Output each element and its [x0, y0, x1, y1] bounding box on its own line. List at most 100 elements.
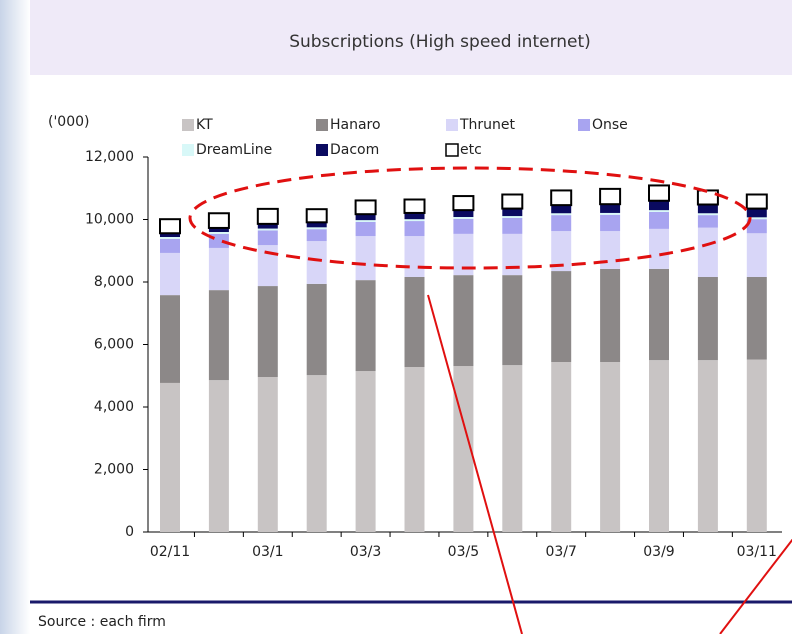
title-band: [30, 0, 792, 75]
legend-label: Onse: [592, 117, 628, 133]
bar-segment: [453, 218, 474, 234]
chart-title: Subscriptions (High speed internet): [289, 32, 591, 52]
legend-swatch: [578, 119, 590, 131]
bar-segment: [697, 277, 718, 361]
bar-segment: [600, 231, 621, 269]
bar-segment: [404, 221, 425, 237]
legend-swatch: [316, 119, 328, 131]
bar-segment: [256, 207, 279, 225]
bar-segment: [355, 214, 376, 221]
y-tick-label: 12,000: [85, 149, 134, 165]
bar-segment: [453, 217, 474, 219]
bar-segment: [502, 365, 523, 532]
x-tick-label: 03/3: [350, 544, 381, 560]
x-tick-label: 03/7: [545, 544, 576, 560]
bar-segment: [404, 219, 425, 222]
bar-segment: [452, 195, 475, 212]
bar-segment: [746, 219, 767, 234]
bar-segment: [697, 227, 718, 277]
bar-segment: [599, 187, 622, 206]
bar-segment: [257, 377, 278, 532]
bar-segment: [649, 360, 669, 532]
bar-segment: [600, 268, 621, 362]
x-tick-label: 03/5: [448, 544, 479, 560]
bar-segment: [649, 212, 669, 229]
bar-segment: [502, 233, 523, 276]
highlight-ellipse: [188, 166, 752, 270]
bar-segment: [306, 241, 327, 284]
bar-segment: [649, 200, 669, 211]
bar-segment: [257, 245, 278, 287]
bar-segment: [600, 214, 621, 232]
bar-segment: [453, 275, 474, 367]
bar-segment: [355, 280, 376, 372]
bar-segment: [354, 199, 377, 216]
bar-segment: [746, 208, 767, 218]
legend-label: DreamLine: [196, 142, 272, 158]
bar-segment: [257, 228, 278, 231]
bar-segment: [697, 360, 718, 532]
bar-segment: [600, 362, 621, 532]
callout-line: [719, 538, 792, 634]
bar-segment: [208, 290, 229, 381]
x-tick-label: 03/11: [737, 544, 777, 560]
bar-segment: [160, 382, 180, 532]
bar-segment: [306, 227, 327, 230]
y-tick-label: 0: [125, 524, 134, 540]
legend-label: Dacom: [330, 142, 379, 158]
bar-segment: [160, 237, 180, 239]
bar-segment: [208, 380, 229, 532]
bar-segment: [305, 208, 328, 224]
y-tick-label: 4,000: [94, 399, 134, 415]
bar-segment: [208, 232, 229, 234]
bar-segment: [403, 198, 426, 214]
bar-segment: [501, 193, 524, 210]
bar-segment: [649, 210, 669, 212]
y-tick-label: 8,000: [94, 274, 134, 290]
bar-segment: [257, 230, 278, 246]
bar-segment: [306, 283, 327, 376]
bar-segment: [257, 286, 278, 377]
bar-segment: [746, 217, 767, 220]
bar-segment: [550, 189, 573, 207]
legend-label: KT: [196, 117, 213, 133]
bar-segment: [649, 228, 669, 269]
bar-segment: [208, 247, 229, 291]
bar-segment: [551, 271, 572, 362]
bar-segment: [746, 359, 767, 532]
bar-segment: [355, 371, 376, 532]
y-tick-label: 2,000: [94, 462, 134, 478]
bar-segment: [160, 252, 180, 296]
bar-segment: [208, 227, 229, 232]
bar-segment: [306, 222, 327, 228]
source: Source : each firm: [38, 614, 166, 630]
bar-segment: [649, 268, 669, 361]
plot: 0 2,000 4,000 6,000 8,000 10,000 12,000 02/11 03…: [85, 117, 782, 560]
bar-segment: [355, 220, 376, 222]
legend-swatch: [446, 119, 458, 131]
bar-segment: [159, 218, 181, 235]
bar-segment: [551, 231, 572, 272]
bar-segment: [600, 204, 621, 213]
bar-segment: [697, 213, 718, 216]
bar-segment: [160, 295, 180, 383]
legend-label: Hanaro: [330, 117, 381, 133]
callout-line: [427, 294, 523, 634]
legend-swatch: [316, 144, 328, 156]
y-unit: ('000): [48, 114, 90, 130]
bar-segment: [306, 229, 327, 242]
legend-swatch: [445, 143, 459, 157]
bar-segment: [404, 367, 425, 532]
bar-segment: [404, 212, 425, 220]
bar-segment: [306, 375, 327, 532]
legend-swatch: [182, 144, 194, 156]
legend-label: Thrunet: [459, 117, 516, 133]
bar-segment: [551, 215, 572, 232]
bar-segment: [404, 277, 425, 367]
bar-segment: [648, 184, 670, 202]
legend-swatch: [182, 119, 194, 131]
x-tick-label: 02/11: [150, 544, 190, 560]
bar-segment: [160, 238, 180, 253]
bar-segment: [404, 236, 425, 277]
